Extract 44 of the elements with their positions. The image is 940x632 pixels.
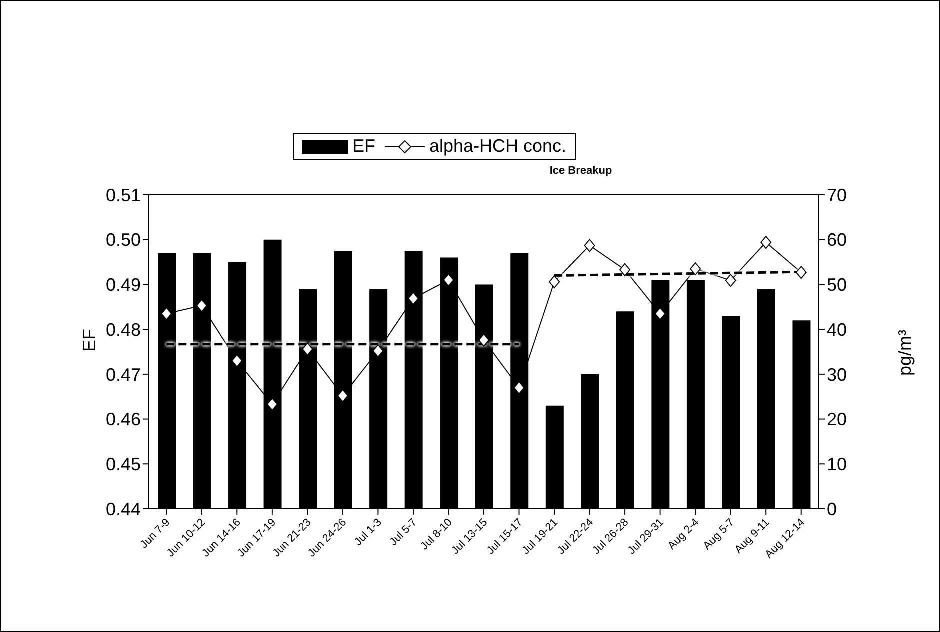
point bbox=[443, 274, 454, 287]
x-tick-label: Jul 5-7 bbox=[388, 516, 420, 548]
point bbox=[302, 342, 314, 356]
y2-tick-label: 50 bbox=[827, 275, 848, 296]
y-tick-label: 0.49 bbox=[106, 275, 141, 296]
y2-tick-label: 0 bbox=[827, 499, 838, 520]
y2-tick-label: 60 bbox=[827, 230, 848, 250]
y2-tick-label: 20 bbox=[827, 410, 848, 430]
point bbox=[760, 236, 772, 250]
x-tick-label: Jul 1-3 bbox=[352, 516, 384, 548]
y2-axis-title: pg/m³ bbox=[895, 330, 915, 376]
legend-label: alpha-HCH conc. bbox=[429, 136, 567, 157]
point bbox=[232, 354, 243, 368]
text: Ice Breakup bbox=[550, 165, 612, 177]
point bbox=[514, 381, 525, 394]
point bbox=[690, 262, 702, 276]
point bbox=[796, 266, 807, 280]
y-axis-title: EF bbox=[79, 328, 100, 352]
point bbox=[725, 274, 736, 288]
y-tick-label: 0.44 bbox=[106, 499, 141, 520]
point bbox=[266, 398, 278, 411]
y-tick-label: 0.45 bbox=[106, 454, 141, 475]
point bbox=[654, 307, 666, 320]
y-tick-label: 0.51 bbox=[106, 185, 141, 206]
y2-tick-label: 70 bbox=[827, 185, 848, 206]
y-tick-label: 0.50 bbox=[106, 230, 141, 250]
x-tick-label: Aug 2-4 bbox=[666, 516, 702, 552]
y2-tick-label: 40 bbox=[827, 320, 848, 340]
point bbox=[161, 307, 172, 320]
point bbox=[408, 292, 419, 306]
legend-label: EF bbox=[352, 136, 376, 157]
point bbox=[549, 276, 560, 289]
point bbox=[337, 389, 348, 402]
y-tick-label: 0.46 bbox=[106, 410, 141, 430]
y-tick-label: 0.48 bbox=[106, 320, 141, 340]
point bbox=[372, 344, 384, 358]
y-tick-label: 0.47 bbox=[106, 364, 141, 385]
point bbox=[196, 299, 208, 312]
point bbox=[478, 334, 490, 347]
x-tick-label: Aug 5-7 bbox=[701, 516, 737, 552]
y2-tick-label: 30 bbox=[827, 364, 848, 385]
point bbox=[584, 239, 596, 252]
point bbox=[620, 263, 631, 276]
y2-tick-label: 10 bbox=[827, 454, 848, 475]
